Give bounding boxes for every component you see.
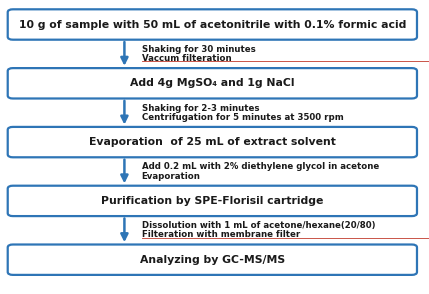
- Text: Analyzing by GC-MS/MS: Analyzing by GC-MS/MS: [140, 255, 285, 265]
- Text: Centrifugation for 5 minutes at 3500 rpm: Centrifugation for 5 minutes at 3500 rpm: [142, 113, 343, 122]
- Text: Purification by SPE-Florisil cartridge: Purification by SPE-Florisil cartridge: [101, 196, 323, 206]
- FancyBboxPatch shape: [8, 127, 417, 157]
- Text: Shaking for 2-3 minutes: Shaking for 2-3 minutes: [142, 103, 259, 113]
- Text: Evaporation: Evaporation: [142, 172, 200, 181]
- Text: Evaporation  of 25 mL of extract solvent: Evaporation of 25 mL of extract solvent: [89, 137, 336, 147]
- Text: Shaking for 30 minutes: Shaking for 30 minutes: [142, 45, 255, 54]
- Text: Vaccum filteration: Vaccum filteration: [142, 54, 231, 63]
- FancyBboxPatch shape: [8, 186, 417, 216]
- Text: Filteration with membrane filter: Filteration with membrane filter: [142, 230, 300, 239]
- Text: Add 0.2 mL with 2% diethylene glycol in acetone: Add 0.2 mL with 2% diethylene glycol in …: [142, 162, 379, 171]
- Text: Dissolution with 1 mL of acetone/hexane(20/80): Dissolution with 1 mL of acetone/hexane(…: [142, 221, 375, 230]
- Text: Add 4g MgSO₄ and 1g NaCl: Add 4g MgSO₄ and 1g NaCl: [130, 78, 295, 88]
- FancyBboxPatch shape: [8, 9, 417, 40]
- Text: 10 g of sample with 50 mL of acetonitrile with 0.1% formic acid: 10 g of sample with 50 mL of acetonitril…: [19, 19, 406, 29]
- FancyBboxPatch shape: [8, 245, 417, 275]
- FancyBboxPatch shape: [8, 68, 417, 98]
